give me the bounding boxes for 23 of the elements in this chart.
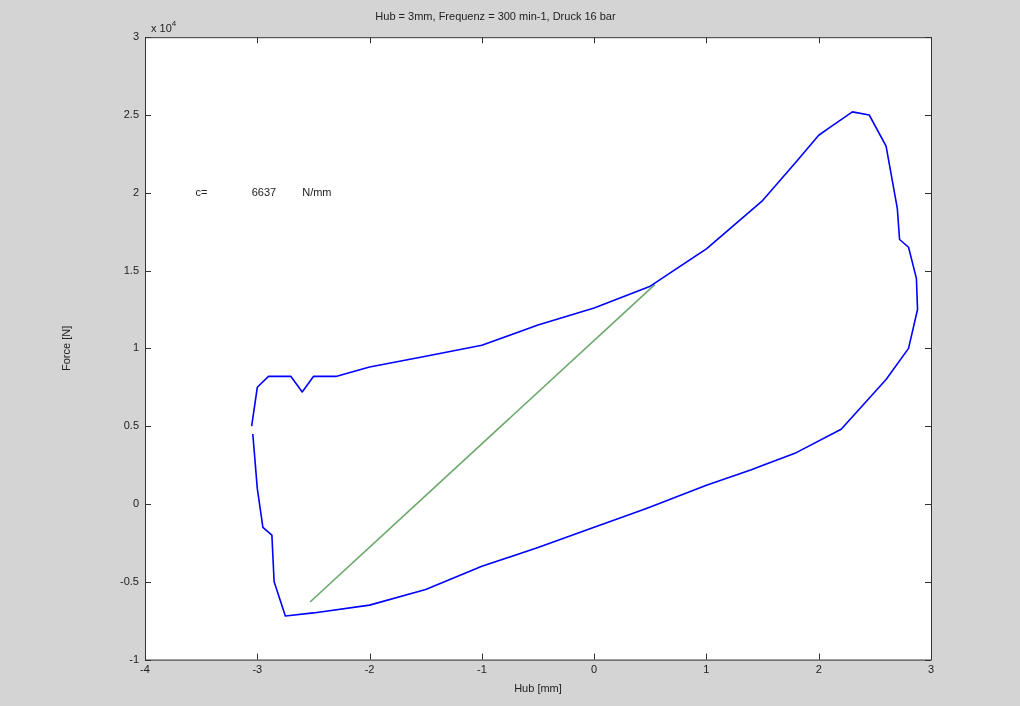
x-axis-title: Hub [mm] xyxy=(514,682,562,695)
y-tick-label: 2 xyxy=(132,185,139,198)
x-tick-label: -3 xyxy=(252,663,263,676)
y-tick-label: 1.5 xyxy=(123,263,139,276)
x-tick-label: -4 xyxy=(140,663,150,676)
annotation: 6637 xyxy=(251,185,277,198)
y-tick-label: 2.5 xyxy=(123,108,139,121)
x-tick-label: -2 xyxy=(364,663,375,676)
x-tick-label: 2 xyxy=(815,663,822,676)
y-tick-label: 1 xyxy=(132,341,139,354)
annotation: c= xyxy=(195,185,208,198)
y-tick-label: 0.5 xyxy=(123,419,139,432)
x-tick-label: 0 xyxy=(591,663,598,676)
chart-title: Hub = 3mm, Frequenz = 300 min-1, Druck 16 bar xyxy=(375,9,616,22)
y-tick-label: 3 xyxy=(132,30,139,43)
x-tick-label: 3 xyxy=(927,663,935,676)
y-tick-label: 0 xyxy=(132,497,139,510)
y-tick-label: -0.5 xyxy=(120,574,139,587)
y-tick-label: -1 xyxy=(129,652,139,665)
x-tick-label: -1 xyxy=(476,663,487,676)
annotation: N/mm xyxy=(302,185,332,198)
y-axis-title: Force [N] xyxy=(59,325,72,372)
x-tick-label: 1 xyxy=(703,663,710,676)
